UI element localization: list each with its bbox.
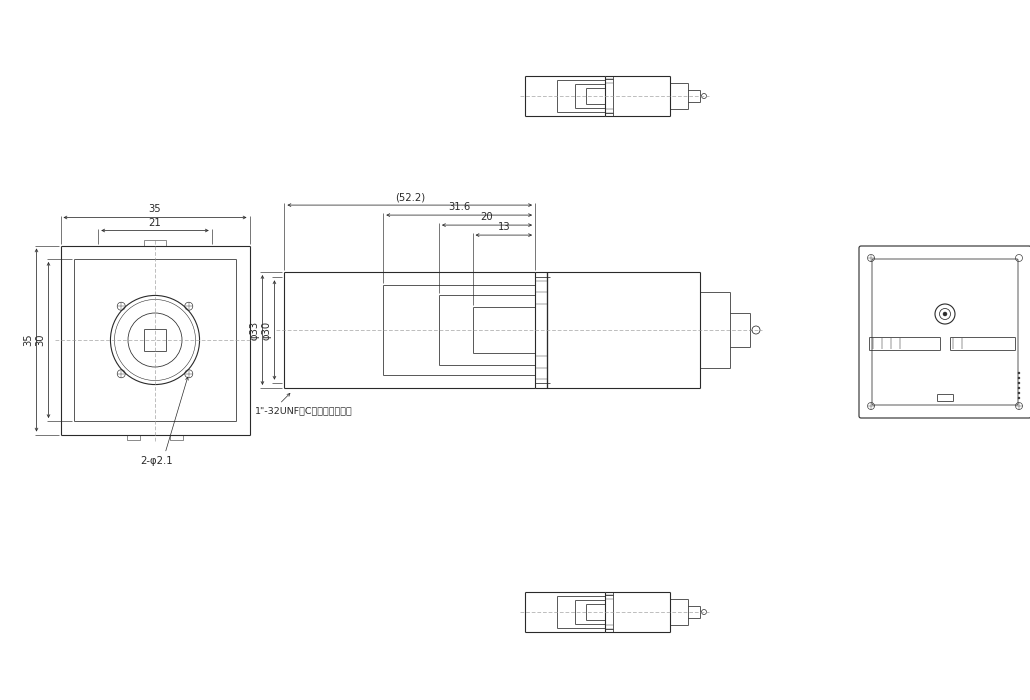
Circle shape: [1018, 387, 1020, 389]
Circle shape: [1018, 392, 1020, 394]
Text: 20: 20: [481, 212, 493, 222]
Text: 1"-32UNF（Cマウントネジ）: 1"-32UNF（Cマウントネジ）: [254, 406, 352, 415]
Text: 35: 35: [24, 334, 34, 346]
Circle shape: [1018, 377, 1020, 379]
Circle shape: [943, 312, 947, 316]
Text: 21: 21: [148, 218, 162, 228]
Text: 13: 13: [497, 222, 510, 232]
Circle shape: [1018, 397, 1020, 399]
Text: (52.2): (52.2): [394, 192, 424, 202]
Text: 30: 30: [35, 334, 45, 346]
Text: φ33: φ33: [249, 321, 260, 340]
Text: 31.6: 31.6: [448, 202, 471, 212]
Text: 35: 35: [148, 204, 162, 214]
Circle shape: [1018, 382, 1020, 384]
Text: 2-φ2.1: 2-φ2.1: [141, 456, 173, 466]
Circle shape: [1018, 372, 1020, 374]
Text: φ30: φ30: [262, 321, 272, 340]
